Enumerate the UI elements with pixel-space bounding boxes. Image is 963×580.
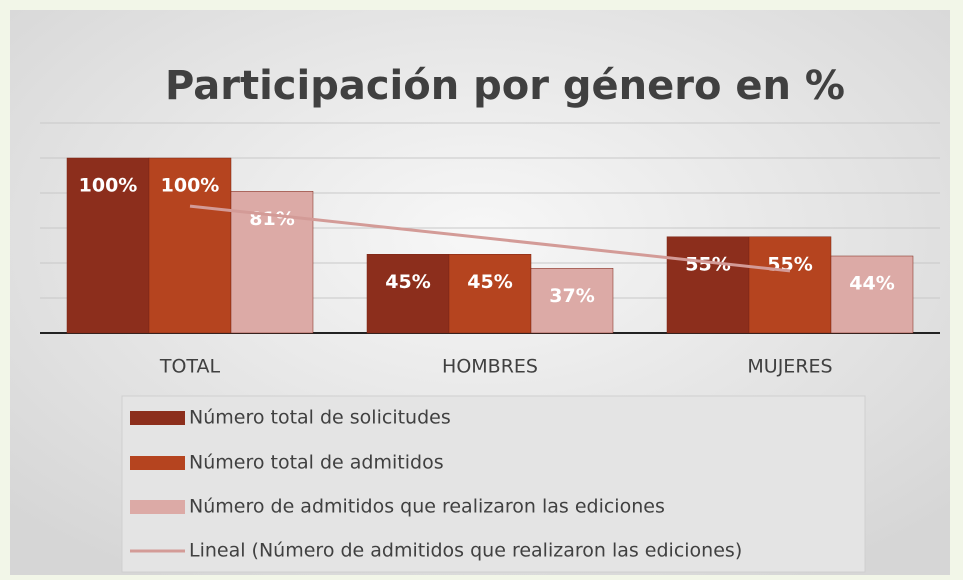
value-label: 100% [79,175,138,197]
chart-title: Participación por género en % [165,63,845,109]
legend-box [121,395,866,573]
legend-swatch [130,456,185,470]
value-label: 44% [849,273,894,295]
legend-label: Número total de admitidos [189,452,444,474]
value-label: 81% [249,208,294,230]
x-tick-label: HOMBRES [442,356,538,378]
bar [530,268,614,334]
legend-label: Número total de solicitudes [189,407,451,429]
legend-label: Lineal (Número de admitidos que realizar… [189,540,742,562]
value-label: 45% [467,271,512,293]
value-label: 45% [385,271,430,293]
value-label: 37% [549,285,594,307]
x-tick-label: TOTAL [159,356,221,378]
bar [366,254,450,334]
bar [748,236,832,334]
legend-label: Número de admitidos que realizaron las e… [189,496,665,518]
bar [830,255,914,334]
legend-swatch [130,411,185,425]
x-tick-label: MUJERES [747,356,832,378]
value-label: 55% [685,253,730,275]
bar [666,236,750,334]
legend-swatch [130,500,185,514]
bar [148,157,232,334]
trendline [189,204,791,273]
bar [66,157,150,334]
value-label: 100% [161,175,220,197]
value-label: 55% [767,253,812,275]
bar [448,254,532,334]
